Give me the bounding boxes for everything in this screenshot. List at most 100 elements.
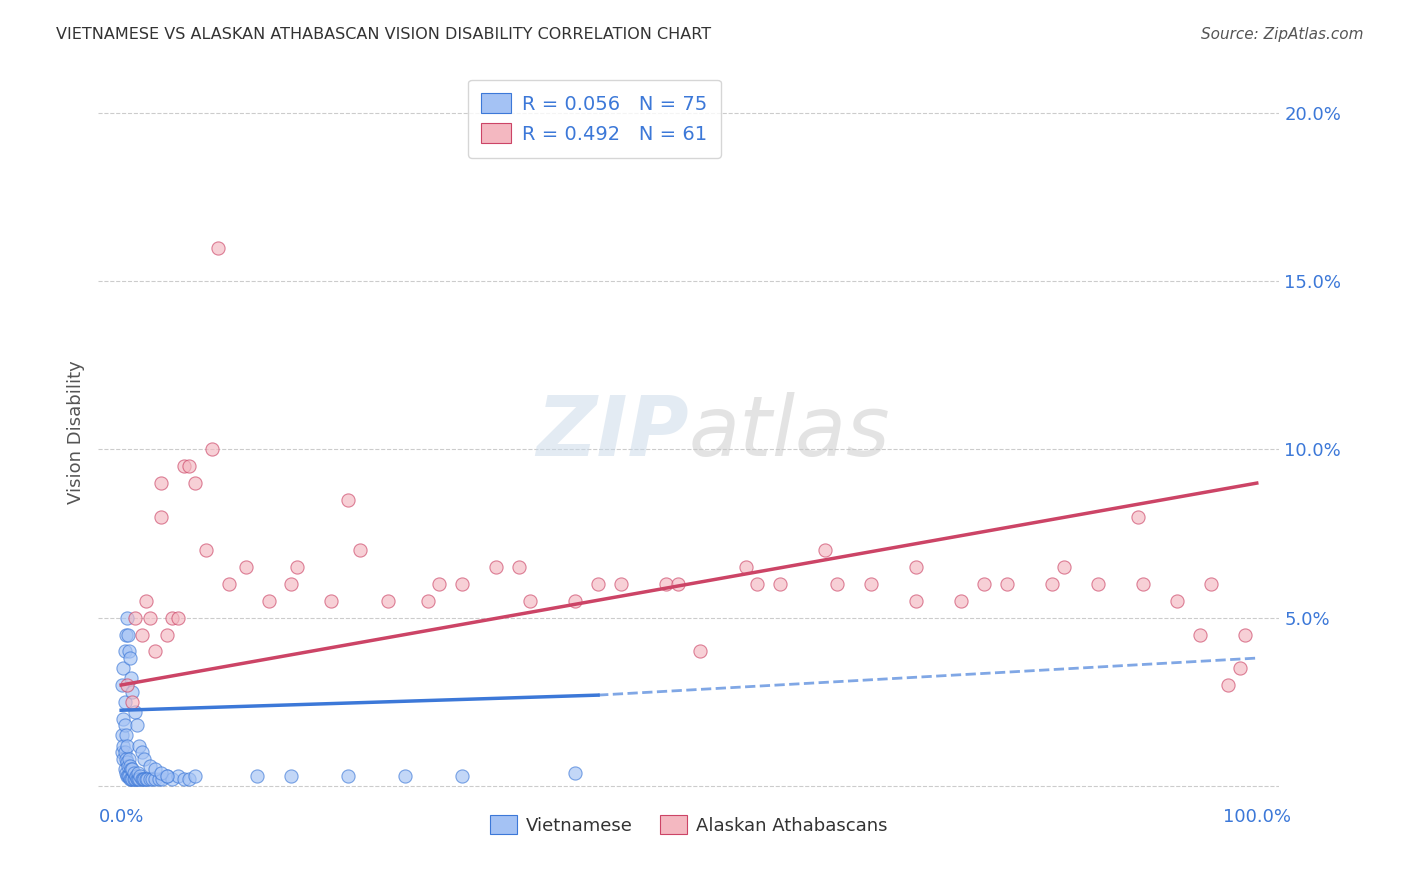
- Point: [124, 772, 146, 787]
- Point: [349, 543, 371, 558]
- Point: [655, 577, 678, 591]
- Point: [995, 577, 1018, 591]
- Point: [280, 769, 302, 783]
- Point: [905, 594, 928, 608]
- Point: [121, 685, 143, 699]
- Point: [167, 769, 190, 783]
- Point: [118, 752, 141, 766]
- Point: [148, 772, 170, 787]
- Point: [769, 577, 792, 591]
- Point: [235, 560, 257, 574]
- Point: [124, 610, 146, 624]
- Point: [127, 772, 149, 787]
- Point: [120, 772, 142, 787]
- Point: [1201, 577, 1223, 591]
- Point: [814, 543, 837, 558]
- Point: [905, 560, 928, 574]
- Point: [377, 594, 399, 608]
- Point: [114, 762, 136, 776]
- Point: [184, 769, 207, 783]
- Point: [111, 729, 134, 743]
- Point: [586, 577, 609, 591]
- Point: [427, 577, 450, 591]
- Point: [149, 765, 172, 780]
- Point: [125, 718, 148, 732]
- Point: [122, 772, 145, 787]
- Point: [138, 758, 160, 772]
- Point: [201, 442, 224, 457]
- Point: [135, 772, 157, 787]
- Point: [162, 610, 183, 624]
- Point: [1087, 577, 1109, 591]
- Point: [1234, 627, 1257, 641]
- Point: [285, 560, 308, 574]
- Point: [610, 577, 633, 591]
- Point: [1132, 577, 1154, 591]
- Point: [131, 772, 153, 787]
- Point: [120, 758, 142, 772]
- Point: [337, 769, 360, 783]
- Point: [112, 752, 135, 766]
- Legend: Vietnamese, Alaskan Athabascans: Vietnamese, Alaskan Athabascans: [479, 805, 898, 846]
- Point: [118, 769, 141, 783]
- Point: [120, 772, 142, 787]
- Point: [1126, 509, 1149, 524]
- Point: [132, 772, 155, 787]
- Point: [973, 577, 995, 591]
- Point: [117, 758, 139, 772]
- Point: [115, 739, 138, 753]
- Point: [173, 459, 195, 474]
- Point: [131, 745, 153, 759]
- Point: [1040, 577, 1063, 591]
- Point: [117, 769, 139, 783]
- Point: [120, 671, 142, 685]
- Point: [115, 678, 138, 692]
- Point: [179, 772, 201, 787]
- Point: [143, 762, 166, 776]
- Point: [1188, 627, 1211, 641]
- Point: [1053, 560, 1076, 574]
- Point: [519, 594, 541, 608]
- Point: [1218, 678, 1240, 692]
- Point: [115, 756, 138, 770]
- Point: [149, 509, 172, 524]
- Point: [114, 627, 136, 641]
- Point: [246, 769, 269, 783]
- Point: [321, 594, 343, 608]
- Point: [564, 765, 586, 780]
- Point: [257, 594, 280, 608]
- Point: [111, 678, 134, 692]
- Point: [416, 594, 439, 608]
- Point: [734, 560, 756, 574]
- Point: [155, 769, 177, 783]
- Point: [184, 476, 207, 491]
- Point: [128, 739, 150, 753]
- Point: [155, 627, 177, 641]
- Point: [162, 772, 183, 787]
- Point: [117, 627, 139, 641]
- Point: [564, 594, 586, 608]
- Point: [138, 610, 160, 624]
- Point: [149, 476, 172, 491]
- Point: [825, 577, 848, 591]
- Point: [122, 765, 145, 780]
- Point: [118, 644, 141, 658]
- Point: [138, 772, 160, 787]
- Point: [114, 718, 136, 732]
- Point: [127, 765, 149, 780]
- Point: [114, 745, 136, 759]
- Point: [112, 712, 135, 726]
- Point: [125, 772, 148, 787]
- Text: ZIP: ZIP: [536, 392, 689, 473]
- Point: [1166, 594, 1188, 608]
- Point: [394, 769, 416, 783]
- Point: [128, 772, 150, 787]
- Point: [450, 577, 472, 591]
- Point: [135, 594, 157, 608]
- Point: [114, 729, 136, 743]
- Point: [114, 695, 136, 709]
- Point: [121, 695, 143, 709]
- Point: [859, 577, 882, 591]
- Point: [167, 610, 190, 624]
- Point: [114, 752, 136, 766]
